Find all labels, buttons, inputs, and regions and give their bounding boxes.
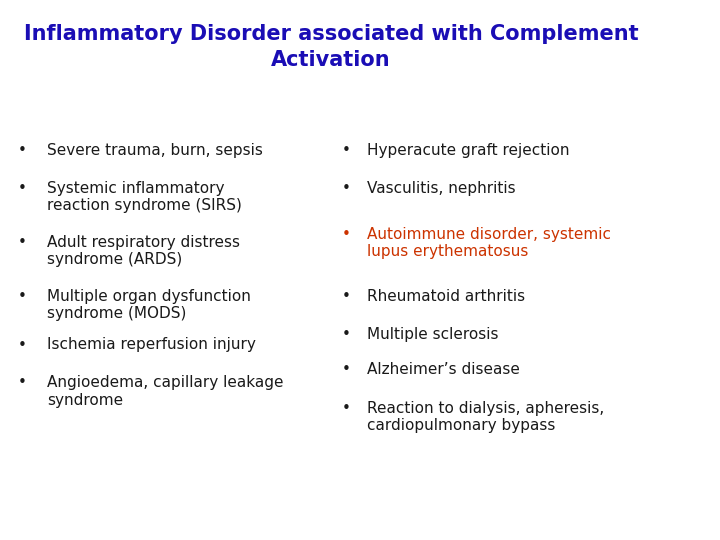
Text: •: • [342,362,351,377]
Text: •: • [342,327,351,342]
Text: •: • [18,143,27,158]
Text: •: • [342,289,351,304]
Text: Multiple organ dysfunction
syndrome (MODS): Multiple organ dysfunction syndrome (MOD… [47,289,251,321]
Text: •: • [18,235,27,250]
Text: •: • [18,338,27,353]
Text: •: • [342,181,351,196]
Text: Ischemia reperfusion injury: Ischemia reperfusion injury [47,338,256,353]
Text: Angioedema, capillary leakage
syndrome: Angioedema, capillary leakage syndrome [47,375,283,408]
Text: Inflammatory Disorder associated with Complement
Activation: Inflammatory Disorder associated with Co… [24,24,639,70]
Text: •: • [342,143,351,158]
Text: Reaction to dialysis, apheresis,
cardiopulmonary bypass: Reaction to dialysis, apheresis, cardiop… [367,401,605,433]
Text: Rheumatoid arthritis: Rheumatoid arthritis [367,289,526,304]
Text: Vasculitis, nephritis: Vasculitis, nephritis [367,181,516,196]
Text: Multiple sclerosis: Multiple sclerosis [367,327,499,342]
Text: •: • [18,375,27,390]
Text: •: • [342,401,351,416]
Text: Alzheimer’s disease: Alzheimer’s disease [367,362,520,377]
Text: •: • [342,227,351,242]
Text: Adult respiratory distress
syndrome (ARDS): Adult respiratory distress syndrome (ARD… [47,235,240,267]
Text: Systemic inflammatory
reaction syndrome (SIRS): Systemic inflammatory reaction syndrome … [47,181,242,213]
Text: Severe trauma, burn, sepsis: Severe trauma, burn, sepsis [47,143,263,158]
Text: Hyperacute graft rejection: Hyperacute graft rejection [367,143,570,158]
Text: •: • [18,181,27,196]
Text: •: • [18,289,27,304]
Text: Autoimmune disorder, systemic
lupus erythematosus: Autoimmune disorder, systemic lupus eryt… [367,227,611,259]
